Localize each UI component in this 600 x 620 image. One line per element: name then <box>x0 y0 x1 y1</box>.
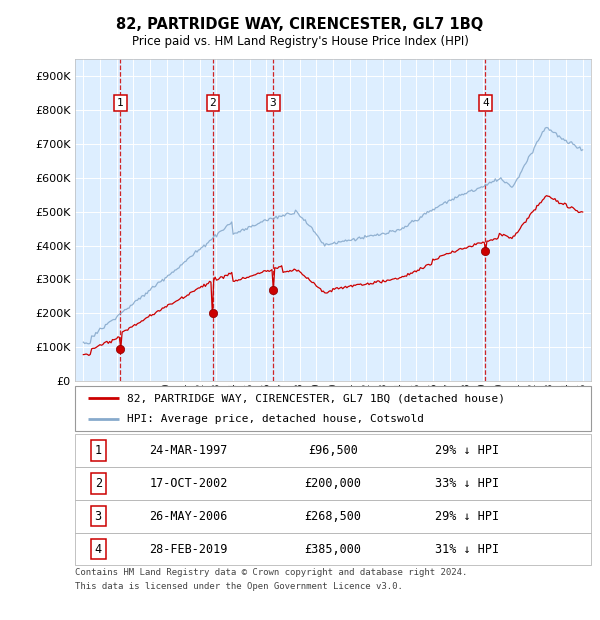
Text: Price paid vs. HM Land Registry's House Price Index (HPI): Price paid vs. HM Land Registry's House … <box>131 35 469 48</box>
Text: 82, PARTRIDGE WAY, CIRENCESTER, GL7 1BQ: 82, PARTRIDGE WAY, CIRENCESTER, GL7 1BQ <box>116 17 484 32</box>
Text: 28-FEB-2019: 28-FEB-2019 <box>149 542 228 556</box>
FancyBboxPatch shape <box>75 533 591 565</box>
Text: 2: 2 <box>95 477 102 490</box>
FancyBboxPatch shape <box>75 467 591 500</box>
Text: £385,000: £385,000 <box>305 542 361 556</box>
Text: £268,500: £268,500 <box>305 510 361 523</box>
Text: Contains HM Land Registry data © Crown copyright and database right 2024.: Contains HM Land Registry data © Crown c… <box>75 568 467 577</box>
Text: 4: 4 <box>95 542 102 556</box>
Text: 3: 3 <box>270 98 277 108</box>
Text: 31% ↓ HPI: 31% ↓ HPI <box>435 542 499 556</box>
Text: £96,500: £96,500 <box>308 444 358 457</box>
Text: 24-MAR-1997: 24-MAR-1997 <box>149 444 228 457</box>
FancyBboxPatch shape <box>75 386 591 431</box>
Text: 1: 1 <box>95 444 102 457</box>
Text: 26-MAY-2006: 26-MAY-2006 <box>149 510 228 523</box>
Text: HPI: Average price, detached house, Cotswold: HPI: Average price, detached house, Cots… <box>127 414 424 424</box>
Text: 2: 2 <box>209 98 217 108</box>
Text: 4: 4 <box>482 98 489 108</box>
Text: 82, PARTRIDGE WAY, CIRENCESTER, GL7 1BQ (detached house): 82, PARTRIDGE WAY, CIRENCESTER, GL7 1BQ … <box>127 393 505 404</box>
Text: 17-OCT-2002: 17-OCT-2002 <box>149 477 228 490</box>
Text: 3: 3 <box>95 510 102 523</box>
Text: This data is licensed under the Open Government Licence v3.0.: This data is licensed under the Open Gov… <box>75 582 403 591</box>
FancyBboxPatch shape <box>75 434 591 467</box>
Text: 1: 1 <box>117 98 124 108</box>
Text: 29% ↓ HPI: 29% ↓ HPI <box>435 444 499 457</box>
Text: 33% ↓ HPI: 33% ↓ HPI <box>435 477 499 490</box>
Text: £200,000: £200,000 <box>305 477 361 490</box>
FancyBboxPatch shape <box>75 500 591 533</box>
Text: 29% ↓ HPI: 29% ↓ HPI <box>435 510 499 523</box>
